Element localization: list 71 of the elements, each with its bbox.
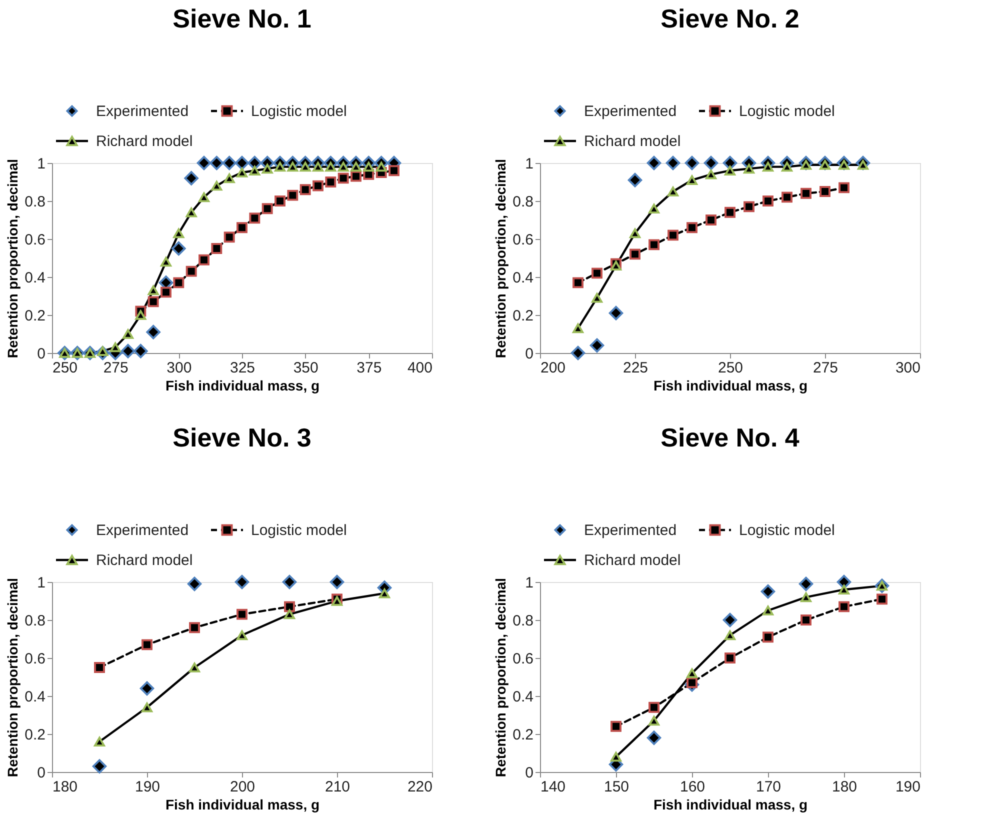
- x-tick-label: 400: [407, 360, 432, 376]
- legend-label: Richard model: [96, 552, 193, 569]
- x-tick-label: 190: [895, 778, 920, 796]
- x-tick-label: 140: [540, 778, 566, 796]
- y-tick-label: 0.4: [24, 270, 46, 286]
- x-tick-label: 225: [622, 360, 648, 376]
- legend-label: Richard model: [584, 133, 681, 150]
- y-tick-label: 0.8: [24, 612, 46, 630]
- y-tick-label: 0.4: [512, 270, 534, 286]
- chart-title: Sieve No. 2: [660, 3, 800, 34]
- legend-label: Logistic model: [251, 103, 347, 120]
- y-tick-label: 1: [37, 574, 46, 592]
- x-tick-label: 190: [134, 778, 160, 796]
- x-tick-label: 220: [407, 778, 432, 796]
- x-axis-title: Fish individual mass, g: [165, 378, 320, 394]
- y-tick-label: 1: [525, 574, 534, 592]
- y-tick-label: 0.4: [512, 688, 534, 706]
- y-tick-label: 0.6: [512, 232, 534, 248]
- y-tick-label: 0.6: [512, 650, 534, 668]
- x-tick-label: 250: [52, 360, 78, 376]
- x-axis-title: Fish individual mass, g: [653, 796, 808, 812]
- y-tick-label: 0.8: [512, 612, 534, 630]
- legend-label: Logistic model: [739, 522, 835, 539]
- legend-label: Experimented: [96, 522, 189, 539]
- x-tick-label: 180: [832, 778, 858, 796]
- y-tick-label: 0.2: [512, 308, 534, 324]
- chart-title: Sieve No. 3: [172, 422, 312, 452]
- x-axis-title: Fish individual mass, g: [165, 796, 320, 812]
- y-tick-label: 0.6: [24, 232, 46, 248]
- x-tick-label: 200: [230, 778, 256, 796]
- legend-label: Experimented: [584, 522, 677, 539]
- x-tick-label: 210: [324, 778, 350, 796]
- legend-label: Logistic model: [251, 522, 347, 539]
- x-tick-label: 350: [293, 360, 318, 376]
- x-tick-label: 160: [680, 778, 706, 796]
- x-tick-label: 300: [895, 360, 920, 376]
- y-tick-label: 0: [37, 346, 46, 362]
- y-tick-label: 0.6: [24, 650, 46, 668]
- y-tick-label: 0.2: [512, 726, 534, 744]
- y-tick-label: 0: [525, 346, 534, 362]
- y-axis-title: Retention proportion, decimal: [4, 578, 21, 778]
- x-axis-title: Fish individual mass, g: [653, 378, 808, 394]
- legend-label: Experimented: [96, 103, 189, 120]
- y-tick-label: 1: [37, 156, 46, 172]
- x-tick-label: 375: [356, 360, 382, 376]
- y-tick-label: 0: [37, 764, 46, 782]
- x-tick-label: 300: [166, 360, 192, 376]
- y-axis-title: Retention proportion, decimal: [492, 578, 509, 778]
- legend-label: Richard model: [96, 133, 193, 150]
- x-tick-label: 150: [604, 778, 630, 796]
- x-tick-label: 275: [103, 360, 128, 376]
- chart-title: Sieve No. 1: [172, 3, 312, 34]
- x-tick-label: 275: [812, 360, 838, 376]
- chart-title: Sieve No. 4: [660, 422, 800, 452]
- y-tick-label: 0.2: [24, 308, 46, 324]
- y-axis-title: Retention proportion, decimal: [4, 158, 21, 358]
- x-tick-label: 200: [540, 360, 566, 376]
- y-tick-label: 0.8: [512, 194, 534, 210]
- x-tick-label: 180: [52, 778, 78, 796]
- legend-label: Experimented: [584, 103, 677, 120]
- y-tick-label: 0: [525, 764, 534, 782]
- y-tick-label: 0.4: [24, 688, 46, 706]
- y-tick-label: 1: [525, 156, 534, 172]
- legend-label: Logistic model: [739, 103, 835, 120]
- y-tick-label: 0.8: [24, 194, 46, 210]
- legend-label: Richard model: [584, 552, 681, 569]
- x-tick-label: 250: [718, 360, 744, 376]
- y-tick-label: 0.2: [24, 726, 46, 744]
- x-tick-label: 325: [230, 360, 256, 376]
- x-tick-label: 170: [756, 778, 782, 796]
- y-axis-title: Retention proportion, decimal: [492, 158, 509, 358]
